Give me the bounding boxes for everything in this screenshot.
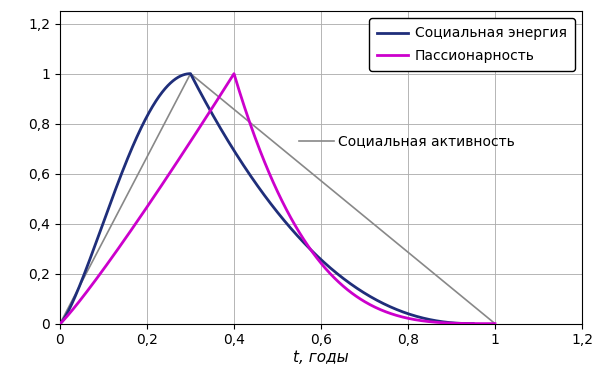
Text: Социальная активность: Социальная активность xyxy=(338,134,515,148)
Legend: Социальная энергия, Пассионарность: Социальная энергия, Пассионарность xyxy=(369,18,575,71)
X-axis label: t, годы: t, годы xyxy=(293,350,349,365)
